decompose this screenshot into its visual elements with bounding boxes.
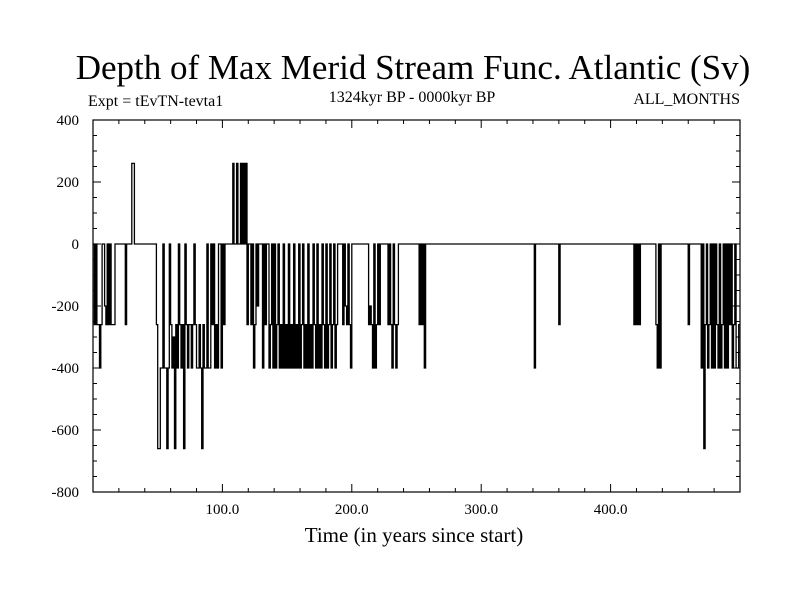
- depth-series-line: [93, 162, 740, 450]
- period-label: 1324kyr BP - 0000kyr BP: [329, 89, 496, 106]
- experiment-label: Expt = tEvTN-tevta1: [88, 93, 223, 110]
- y-tick-label: -800: [52, 485, 80, 501]
- y-tick-label: 200: [57, 175, 80, 191]
- x-axis: 100.0 200.0 300.0 400.0: [118, 120, 715, 518]
- y-tick-label: -200: [52, 299, 80, 315]
- y-tick-label: 400: [57, 113, 80, 129]
- months-label: ALL_MONTHS: [633, 91, 740, 108]
- x-tick-label: 400.0: [594, 502, 628, 518]
- x-tick-label: 200.0: [335, 502, 369, 518]
- x-tick-label: 100.0: [206, 502, 240, 518]
- y-tick-label: -400: [52, 361, 80, 377]
- y-tick-label: -600: [52, 423, 80, 439]
- x-tick-label: 300.0: [464, 502, 498, 518]
- y-tick-label: 0: [72, 237, 80, 253]
- plot-area: 400 200 0 -200 -400 -600 -800 100.0 200.0 300.0 4…: [52, 113, 741, 518]
- x-axis-label: Time (in years since start): [305, 523, 524, 547]
- chart-title: Depth of Max Merid Stream Func. Atlantic…: [76, 48, 751, 87]
- plot-frame: [92, 119, 741, 493]
